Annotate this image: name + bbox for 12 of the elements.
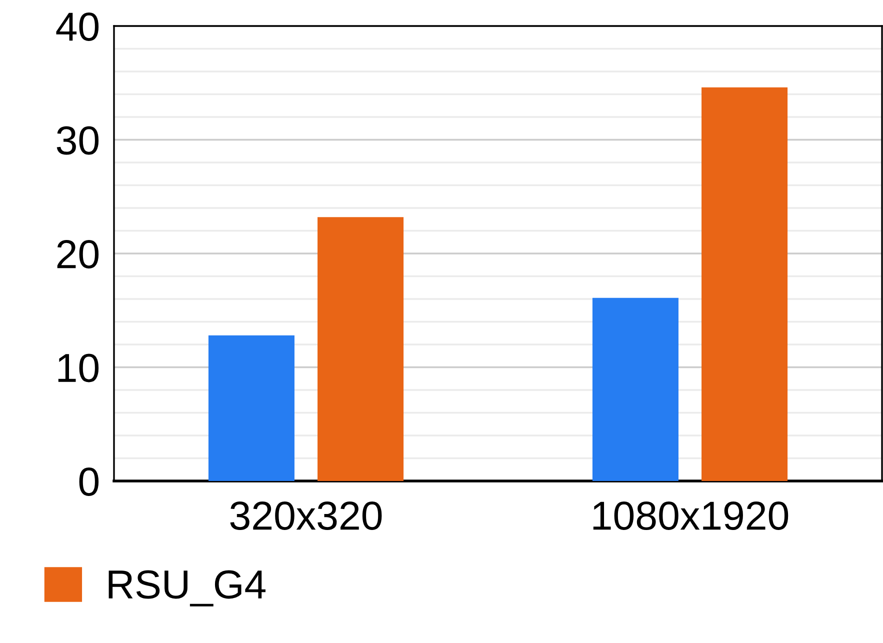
y-tick-label: 20 — [57, 240, 99, 268]
x-tick-label: 320x320 — [230, 502, 382, 530]
y-tick-label: 40 — [56, 12, 99, 41]
y-tick-label: 30 — [56, 126, 99, 155]
x-tick-label: 1080x1920 — [593, 502, 788, 530]
bar — [208, 335, 294, 481]
y-tick-label: 0 — [79, 467, 99, 496]
legend-label: RSU_G4 — [108, 570, 266, 606]
bar — [702, 87, 788, 481]
bar — [318, 217, 404, 481]
y-tick-label: 10 — [58, 354, 99, 382]
bar — [592, 298, 678, 481]
